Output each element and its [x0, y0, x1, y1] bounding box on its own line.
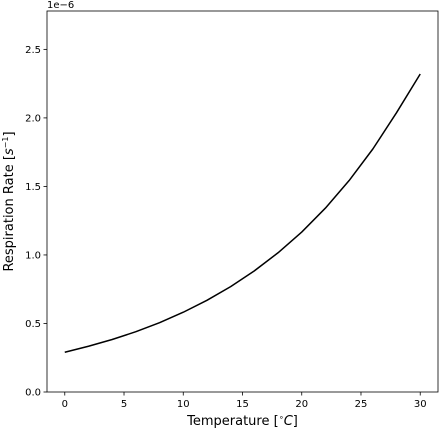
x-tick-label: 20	[295, 399, 308, 410]
x-tick-label: 0	[62, 399, 68, 410]
series-layer	[64, 73, 421, 353]
y-offset-label: 1e−6	[47, 0, 74, 11]
y-axis: 0.0 0.5 1.0 1.5 2.0 2.5	[25, 45, 47, 399]
y-tick-label: 2.0	[25, 113, 41, 124]
x-tick-label: 25	[355, 399, 368, 410]
y-tick-label: 0.5	[25, 319, 41, 330]
y-tick-label: 2.5	[25, 45, 41, 56]
plot-area	[46, 10, 439, 393]
y-axis-title: Respiration Rate [s−1]	[1, 131, 17, 271]
y-tick-label: 0.0	[25, 388, 41, 399]
x-axis-title: Temperature [∘C]	[186, 413, 298, 428]
x-tick-label: 5	[121, 399, 127, 410]
series-line	[64, 73, 421, 353]
y-tick-label: 1.0	[25, 250, 41, 261]
x-tick-label: 15	[236, 399, 249, 410]
x-tick-label: 30	[414, 399, 427, 410]
y-tick-label: 1.5	[25, 182, 41, 193]
x-axis: 0 5 10 15 20 25 30	[62, 392, 427, 410]
x-tick-label: 10	[177, 399, 190, 410]
